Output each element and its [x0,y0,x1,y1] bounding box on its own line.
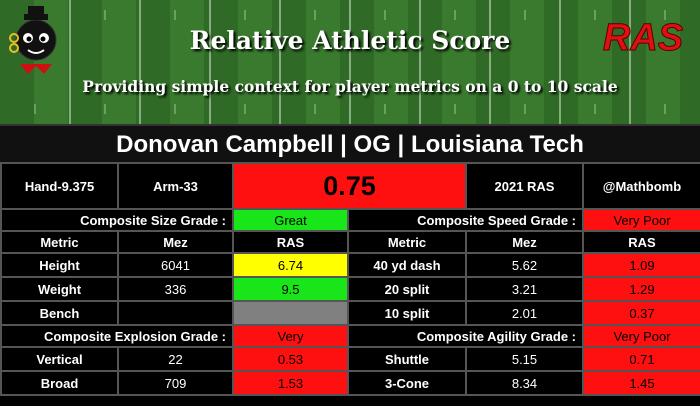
metric-mez: 2.01 [465,300,584,326]
metric-mez: 709 [117,370,234,396]
metric-mez: 22 [117,346,234,372]
header-row-size-speed: Metric Mez RAS Metric Mez RAS [0,230,700,254]
agility-grade-label: Composite Agility Grade : [347,324,584,348]
metric-name: Broad [0,370,119,396]
column-header-metric: Metric [0,230,119,254]
summary-row: Hand-9.375 Arm-33 0.75 2021 RAS @Mathbom… [0,162,700,210]
metric-mez: 8.34 [465,370,584,396]
metric-mez: 336 [117,276,234,302]
metric-name: Vertical [0,346,119,372]
metric-mez: 5.62 [465,252,584,278]
metric-ras: 1.53 [232,370,349,396]
column-header-mez: Mez [465,230,584,254]
table-row: Weight 336 9.5 20 split 3.21 1.29 [0,276,700,302]
metric-ras: 6.74 [232,252,349,278]
hand-size: Hand-9.375 [0,162,119,210]
player-name: Donovan Campbell | OG | Louisiana Tech [0,124,700,164]
agility-grade-value: Very Poor [582,324,700,348]
metric-ras: 1.09 [582,252,700,278]
metric-name: 40 yd dash [347,252,467,278]
metric-mez [117,300,234,326]
table-row: Height 6041 6.74 40 yd dash 5.62 1.09 [0,252,700,278]
metric-ras: 0.53 [232,346,349,372]
metric-name: Weight [0,276,119,302]
ras-logo-text: RAS [603,17,683,58]
size-grade-label: Composite Size Grade : [0,208,234,232]
table-row: Bench 10 split 2.01 0.37 [0,300,700,326]
metric-name: 20 split [347,276,467,302]
table-row: Broad 709 1.53 3-Cone 8.34 1.45 [0,370,700,396]
header-banner: Relative Athletic Score Providing simple… [0,0,700,124]
column-header-ras: RAS [232,230,349,254]
metric-ras: 9.5 [232,276,349,302]
explosion-grade-label: Composite Explosion Grade : [0,324,234,348]
column-header-mez: Mez [117,230,234,254]
grade-row-size-speed: Composite Size Grade : Great Composite S… [0,208,700,232]
metrics-table: Hand-9.375 Arm-33 0.75 2021 RAS @Mathbom… [0,162,700,396]
grade-row-explosion-agility: Composite Explosion Grade : Very Composi… [0,324,700,348]
ras-year: 2021 RAS [465,162,584,210]
table-row: Vertical 22 0.53 Shuttle 5.15 0.71 [0,346,700,372]
metric-name: Shuttle [347,346,467,372]
mascot-icon [9,6,57,74]
column-header-ras: RAS [582,230,700,254]
metric-ras: 0.71 [582,346,700,372]
metric-name: 3-Cone [347,370,467,396]
metric-mez: 5.15 [465,346,584,372]
metric-ras: 1.29 [582,276,700,302]
size-grade-value: Great [232,208,349,232]
metric-name: 10 split [347,300,467,326]
football-field-graphic [34,0,666,124]
ras-logo-icon: RAS [602,17,683,59]
metric-ras: 0.37 [582,300,700,326]
metric-ras: 1.45 [582,370,700,396]
metric-ras [232,300,349,326]
speed-grade-value: Very Poor [582,208,700,232]
arm-length: Arm-33 [117,162,234,210]
metric-mez: 6041 [117,252,234,278]
metric-name: Bench [0,300,119,326]
column-header-metric: Metric [347,230,467,254]
metric-mez: 3.21 [465,276,584,302]
metric-name: Height [0,252,119,278]
explosion-grade-value: Very [232,324,349,348]
ras-score: 0.75 [232,162,467,210]
app-subtitle: Providing simple context for player metr… [82,77,618,96]
app-title: Relative Athletic Score [189,26,511,55]
author-handle: @Mathbomb [582,162,700,210]
speed-grade-label: Composite Speed Grade : [347,208,584,232]
